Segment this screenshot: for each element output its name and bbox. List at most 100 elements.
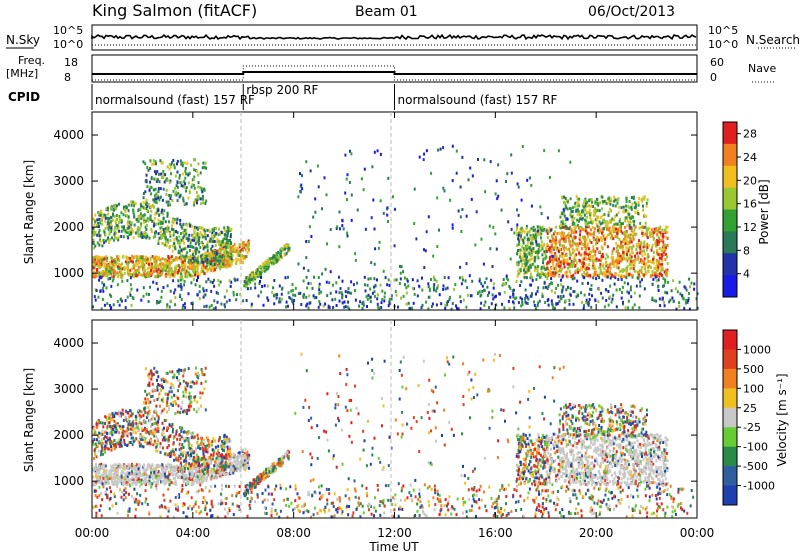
echo-cell bbox=[173, 163, 176, 167]
echo-cell bbox=[687, 298, 690, 302]
echo-cell bbox=[527, 297, 530, 301]
echo-cell bbox=[620, 257, 622, 261]
echo-cell bbox=[614, 276, 617, 280]
echo-cell bbox=[516, 263, 519, 267]
echo-cell bbox=[116, 469, 119, 473]
echo-cell bbox=[524, 262, 526, 266]
echo-cell bbox=[180, 257, 183, 261]
echo-cell bbox=[598, 220, 601, 224]
echo-cell bbox=[177, 251, 180, 255]
echo-cell bbox=[210, 269, 213, 273]
echo-cell bbox=[100, 261, 103, 265]
echo-cell bbox=[160, 270, 162, 274]
echo-cell bbox=[106, 237, 109, 241]
echo-cell bbox=[198, 250, 201, 254]
echo-cell bbox=[578, 197, 581, 201]
echo-cell bbox=[346, 234, 349, 238]
echo-cell bbox=[446, 286, 449, 290]
echo-cell bbox=[390, 297, 393, 301]
echo-cell bbox=[604, 288, 607, 292]
echo-cell bbox=[169, 261, 172, 265]
echo-cell bbox=[354, 252, 357, 256]
echo-cell bbox=[105, 273, 108, 277]
echo-cell bbox=[530, 249, 533, 253]
echo-cell bbox=[529, 250, 531, 254]
echo-cell bbox=[616, 231, 619, 235]
echo-cell bbox=[285, 251, 288, 255]
echo-cell bbox=[566, 226, 569, 230]
echo-cell bbox=[181, 226, 184, 230]
echo-cell bbox=[104, 227, 107, 230]
echo-cell bbox=[559, 260, 562, 264]
echo-cell bbox=[196, 262, 199, 266]
echo-cell bbox=[627, 205, 630, 208]
echo-cell bbox=[551, 243, 553, 247]
echo-cell bbox=[547, 269, 550, 273]
echo-cell bbox=[381, 298, 384, 301]
echo-cell bbox=[114, 204, 117, 208]
echo-cell bbox=[211, 262, 214, 265]
echo-cell bbox=[140, 216, 143, 220]
echo-cell bbox=[583, 251, 586, 255]
echo-cell bbox=[136, 269, 139, 273]
echo-cell bbox=[562, 208, 565, 212]
echo-cell bbox=[124, 475, 127, 479]
echo-cell bbox=[577, 270, 579, 274]
echo-cell bbox=[380, 306, 383, 309]
echo-cell bbox=[184, 169, 187, 173]
echo-cell bbox=[130, 259, 133, 263]
echo-cell bbox=[137, 265, 140, 269]
echo-cell bbox=[549, 260, 552, 263]
echo-cell bbox=[222, 262, 225, 266]
echo-cell bbox=[549, 250, 552, 254]
echo-cell bbox=[135, 274, 138, 278]
echo-cell bbox=[125, 213, 128, 217]
echo-cell bbox=[599, 229, 601, 233]
echo-cell bbox=[618, 237, 621, 241]
echo-cell bbox=[201, 166, 204, 170]
echo-cell bbox=[100, 212, 103, 216]
echo-cell bbox=[262, 265, 265, 269]
echo-cell bbox=[171, 273, 174, 277]
echo-cell bbox=[145, 207, 148, 210]
echo-cell bbox=[243, 452, 246, 456]
echo-cell bbox=[369, 277, 372, 281]
echo-cell bbox=[580, 247, 583, 251]
echo-cell bbox=[239, 292, 242, 296]
echo-cell bbox=[621, 253, 624, 257]
echo-cell bbox=[576, 267, 579, 271]
echo-cell bbox=[627, 299, 630, 303]
echo-cell bbox=[537, 256, 540, 260]
echo-cell bbox=[631, 275, 634, 279]
power-colorbar-swatch bbox=[723, 231, 737, 254]
echo-cell bbox=[638, 275, 641, 279]
nsearch-tick-top: 10^5 bbox=[708, 24, 738, 37]
echo-cell bbox=[187, 196, 190, 200]
echo-cell bbox=[612, 293, 615, 297]
echo-cell bbox=[344, 305, 347, 309]
echo-cell bbox=[517, 270, 520, 274]
echo-cell bbox=[212, 236, 214, 240]
echo-cell bbox=[573, 290, 576, 293]
echo-cell bbox=[664, 258, 667, 261]
echo-cell bbox=[595, 238, 598, 242]
echo-cell bbox=[151, 255, 154, 259]
echo-cell bbox=[628, 273, 631, 277]
echo-cell bbox=[630, 266, 633, 270]
echo-cell bbox=[222, 265, 225, 269]
echo-cell bbox=[218, 250, 221, 253]
echo-cell bbox=[553, 267, 556, 271]
echo-cell bbox=[457, 307, 460, 311]
echo-cell bbox=[568, 256, 571, 260]
echo-cell bbox=[547, 298, 550, 301]
echo-cell bbox=[555, 235, 558, 239]
echo-cell bbox=[521, 264, 524, 268]
echo-cell bbox=[612, 204, 615, 208]
echo-cell bbox=[178, 242, 181, 246]
echo-cell bbox=[305, 160, 308, 164]
echo-cell bbox=[665, 235, 668, 239]
echo-cell bbox=[460, 282, 463, 286]
echo-cell bbox=[176, 231, 179, 235]
echo-cell bbox=[208, 305, 211, 309]
echo-cell bbox=[170, 465, 173, 469]
